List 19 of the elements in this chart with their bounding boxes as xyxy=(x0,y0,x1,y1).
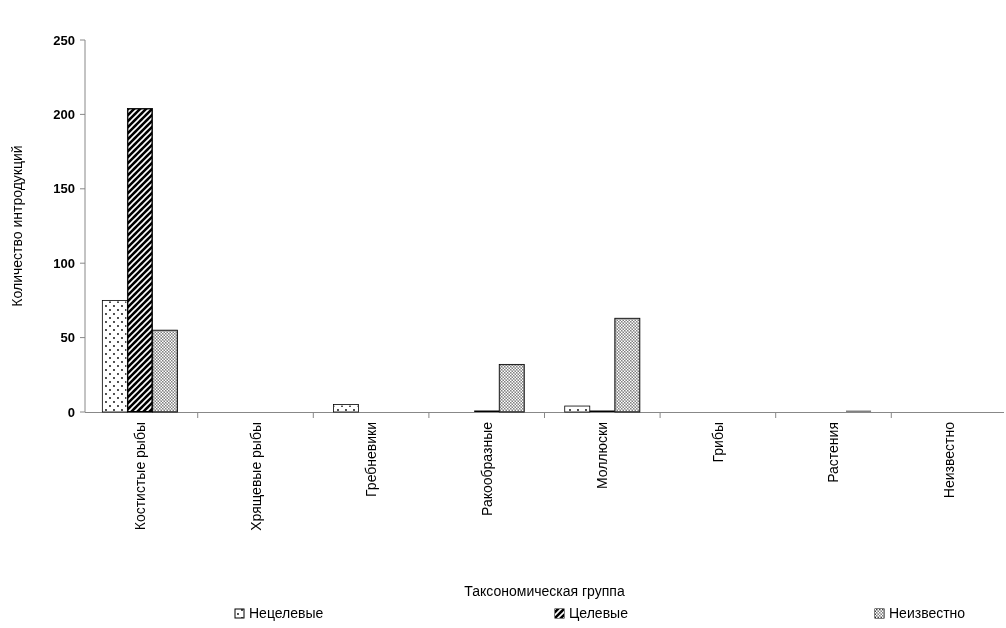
x-tick-label: Костистые рыбы xyxy=(131,422,148,531)
x-tick-label: Растения xyxy=(825,422,842,483)
x-tick-label: Моллюски xyxy=(594,422,611,490)
x-tick-label: Ракообразные xyxy=(478,421,495,516)
y-tick-label: 250 xyxy=(53,32,75,48)
y-tick-label: 150 xyxy=(53,181,75,197)
legend-label: Неизвестно xyxy=(889,605,966,621)
y-tick-label: 200 xyxy=(53,106,75,122)
x-tick-label: Грибы xyxy=(709,422,726,463)
x-tick-label: Неизвестно xyxy=(941,421,958,499)
legend-label: Нецелевые xyxy=(249,605,324,621)
y-tick-label: 50 xyxy=(60,330,75,346)
x-axis-title: Таксономическая группа xyxy=(464,583,625,599)
x-tick-label: Гребневики xyxy=(363,422,380,497)
legend-label: Целевые xyxy=(569,605,629,621)
y-tick-label: 0 xyxy=(67,404,75,420)
x-tick-label: Хрящевые рыбы xyxy=(247,422,264,531)
y-axis-title: Количество интродукций xyxy=(9,145,25,307)
y-tick-label: 100 xyxy=(53,255,75,271)
